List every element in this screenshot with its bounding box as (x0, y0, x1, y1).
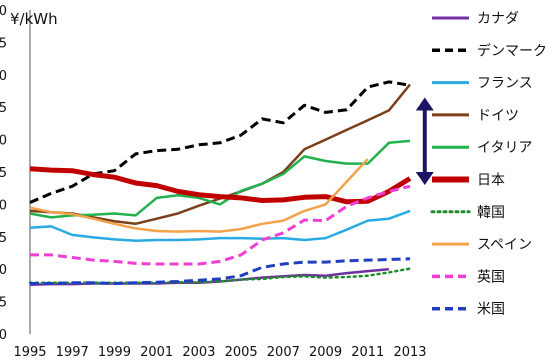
legend-label: イタリア (477, 140, 532, 156)
x-tick-label: 2001 (140, 345, 173, 360)
y-tick-label: 15 (0, 231, 7, 246)
legend-label: カナダ (477, 11, 519, 27)
y-tick-label: 5 (0, 296, 7, 311)
series-line (28, 267, 412, 285)
y-tick-labels: 0 5 10 15 20 25 30 35 40 45 50 (0, 4, 7, 343)
arrow-head-down (415, 171, 434, 185)
x-tick-label: 1995 (13, 345, 46, 360)
y-tick-label: 25 (0, 166, 7, 181)
legend-label: 日本 (477, 173, 505, 189)
x-tick-label: 2013 (393, 345, 426, 360)
x-tick-label: 2003 (182, 345, 215, 360)
series-line (30, 257, 411, 285)
legend-label: 韓国 (477, 205, 505, 221)
series-line (30, 184, 411, 266)
legend-label: デンマーク (477, 42, 547, 59)
legend-label: 米国 (477, 302, 505, 318)
series-line (29, 166, 412, 205)
x-tick-label: 2005 (225, 345, 258, 360)
x-tick-label: 2009 (309, 345, 342, 360)
y-tick-label: 30 (0, 134, 7, 149)
series-line (29, 80, 411, 204)
series-lines (28, 80, 412, 287)
y-tick-label: 10 (0, 263, 7, 278)
x-tick-label: 2011 (351, 345, 384, 360)
y-tick-label: 35 (0, 101, 7, 116)
series-line (29, 209, 411, 242)
legend-label: スペイン (477, 237, 532, 253)
y-tick-label: 50 (0, 4, 7, 19)
unit-label: ¥/kWh (10, 10, 58, 28)
series-line (29, 158, 369, 233)
series-line (29, 139, 411, 219)
arrow-head-up (415, 97, 434, 111)
difference-arrow (415, 97, 434, 185)
x-tick-labels: 1995 1997 1999 2001 2003 2005 2007 2009 2011 2013 (13, 345, 426, 360)
x-tick-label: 1999 (98, 345, 131, 360)
x-tick-label: 2007 (267, 345, 300, 360)
legend-label: ドイツ (477, 108, 519, 124)
y-tick-label: 20 (0, 198, 7, 213)
y-tick-label: 40 (0, 69, 7, 84)
y-tick-label: 45 (0, 36, 7, 51)
x-tick-label: 1997 (56, 345, 89, 360)
legend-label: 英国 (477, 268, 505, 285)
legend-label: フランス (477, 76, 533, 92)
y-tick-label: 0 (0, 328, 7, 343)
